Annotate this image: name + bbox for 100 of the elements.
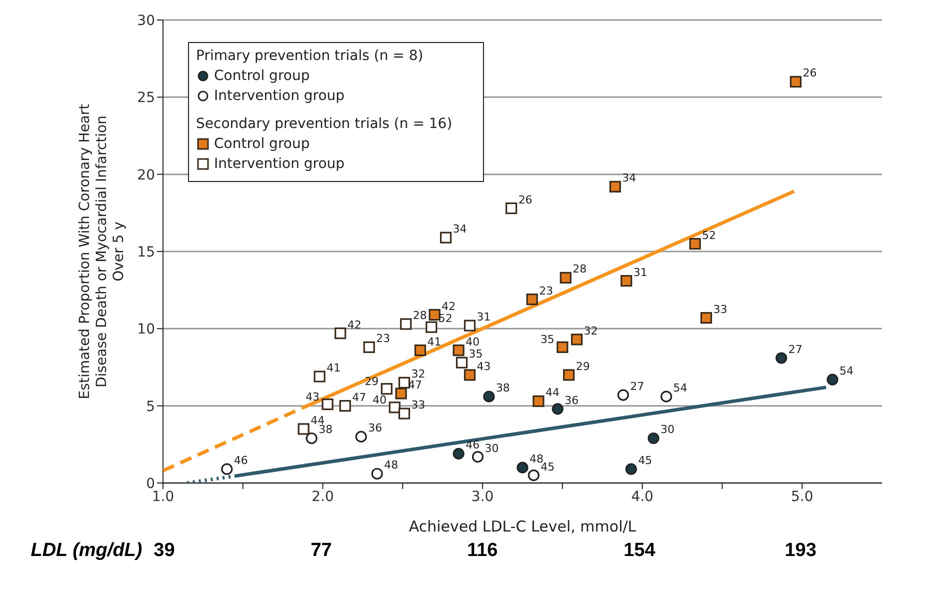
- point: [428, 308, 440, 321]
- x2-tick-label: 39: [154, 540, 175, 561]
- point: [464, 369, 476, 381]
- point: [452, 344, 464, 356]
- point: [826, 374, 838, 386]
- point: [528, 469, 540, 482]
- x2-tick-label: 77: [310, 540, 332, 561]
- point: [556, 341, 568, 353]
- point: [440, 232, 452, 244]
- annotation: 34: [622, 172, 636, 185]
- annotation: 36: [564, 394, 579, 407]
- point: [617, 389, 629, 401]
- point: [314, 370, 326, 382]
- annotation: 26: [802, 66, 817, 80]
- point: [472, 450, 484, 463]
- y-tick-label: 30: [137, 12, 155, 29]
- y-axis-title: Estimated Proportion With Coronary Heart Disease Death or Myocardial Infarction Over 5 y: [77, 103, 127, 400]
- point: [395, 388, 407, 400]
- annotation: 28: [572, 262, 587, 276]
- point: [452, 448, 464, 460]
- x2-tick-label: 193: [784, 540, 816, 561]
- point: [625, 463, 637, 475]
- point: [563, 369, 575, 381]
- x-tick-label: 5.0: [790, 488, 814, 505]
- annotation: 28: [412, 309, 427, 322]
- annotation: 31: [476, 310, 491, 324]
- point: [609, 180, 621, 192]
- legend-label: Intervention group: [214, 87, 345, 106]
- annotation: 46: [466, 438, 480, 452]
- point: [398, 408, 410, 420]
- annotation: 48: [384, 458, 398, 472]
- point: [306, 432, 318, 444]
- point: [776, 352, 788, 364]
- point: [532, 395, 544, 408]
- annotation: 23: [376, 332, 390, 346]
- legend-label: Control group: [214, 135, 310, 154]
- annotation: 42: [347, 318, 362, 332]
- annotation: 23: [539, 284, 554, 298]
- x-tick-label: 3.0: [471, 488, 494, 505]
- annotation: 32: [411, 368, 426, 381]
- point: [388, 402, 400, 414]
- annotation: 54: [673, 382, 688, 395]
- point: [660, 390, 672, 402]
- point: [516, 462, 528, 474]
- point: [426, 321, 438, 333]
- annotation: 44: [545, 386, 560, 400]
- annotation: 32: [584, 324, 598, 338]
- y-tick-label: 15: [137, 244, 155, 260]
- annotation: 29: [364, 374, 379, 388]
- point: [339, 400, 351, 412]
- annotation: 36: [368, 422, 382, 435]
- annotation: 42: [442, 300, 456, 313]
- point: [355, 430, 367, 442]
- annotation: 54: [839, 364, 854, 378]
- x2-axis-title: LDL (mg/dL): [30, 540, 142, 561]
- point: [790, 76, 802, 88]
- annotation: 31: [633, 266, 648, 279]
- annotation: 30: [484, 442, 499, 455]
- annotation: 29: [576, 360, 590, 373]
- annotation: 38: [496, 382, 510, 395]
- point: [298, 423, 310, 435]
- point: [620, 275, 632, 287]
- point: [464, 320, 476, 332]
- annotation: 40: [372, 393, 387, 406]
- annotation: 47: [352, 390, 366, 404]
- annotation: 34: [452, 222, 467, 236]
- annotation: 35: [540, 333, 554, 346]
- annotation: 30: [660, 423, 675, 436]
- point: [571, 334, 583, 346]
- annotation: 35: [468, 348, 483, 361]
- point: [552, 403, 564, 415]
- annotation: 27: [788, 342, 802, 356]
- point: [700, 312, 712, 324]
- legend-label: Control group: [214, 67, 310, 86]
- point: [560, 272, 572, 284]
- point: [526, 294, 538, 306]
- annotation: 52: [438, 312, 452, 326]
- point: [371, 468, 383, 480]
- y-tick-label: 20: [137, 167, 155, 184]
- x-tick-label: 2.0: [312, 488, 334, 505]
- annotation: 38: [318, 423, 333, 436]
- annotation: 43: [476, 360, 491, 373]
- annotation: 41: [326, 362, 341, 375]
- annotation: Secondary prevention trials (n = 16): [196, 115, 454, 134]
- point: [689, 238, 701, 250]
- point: [363, 341, 375, 353]
- point: [648, 432, 660, 444]
- x2-tick-label: 116: [467, 540, 498, 561]
- legend-label: Intervention group: [214, 155, 345, 174]
- annotation: 27: [630, 380, 644, 394]
- point: [400, 318, 412, 330]
- annotation: 45: [638, 454, 652, 468]
- point: [506, 202, 518, 214]
- point: [221, 463, 233, 475]
- point: [483, 390, 495, 402]
- annotation: 52: [702, 228, 716, 242]
- point: [322, 398, 334, 410]
- y-tick-label: 5: [146, 398, 155, 415]
- annotation: 43: [306, 390, 320, 404]
- point: [380, 383, 392, 395]
